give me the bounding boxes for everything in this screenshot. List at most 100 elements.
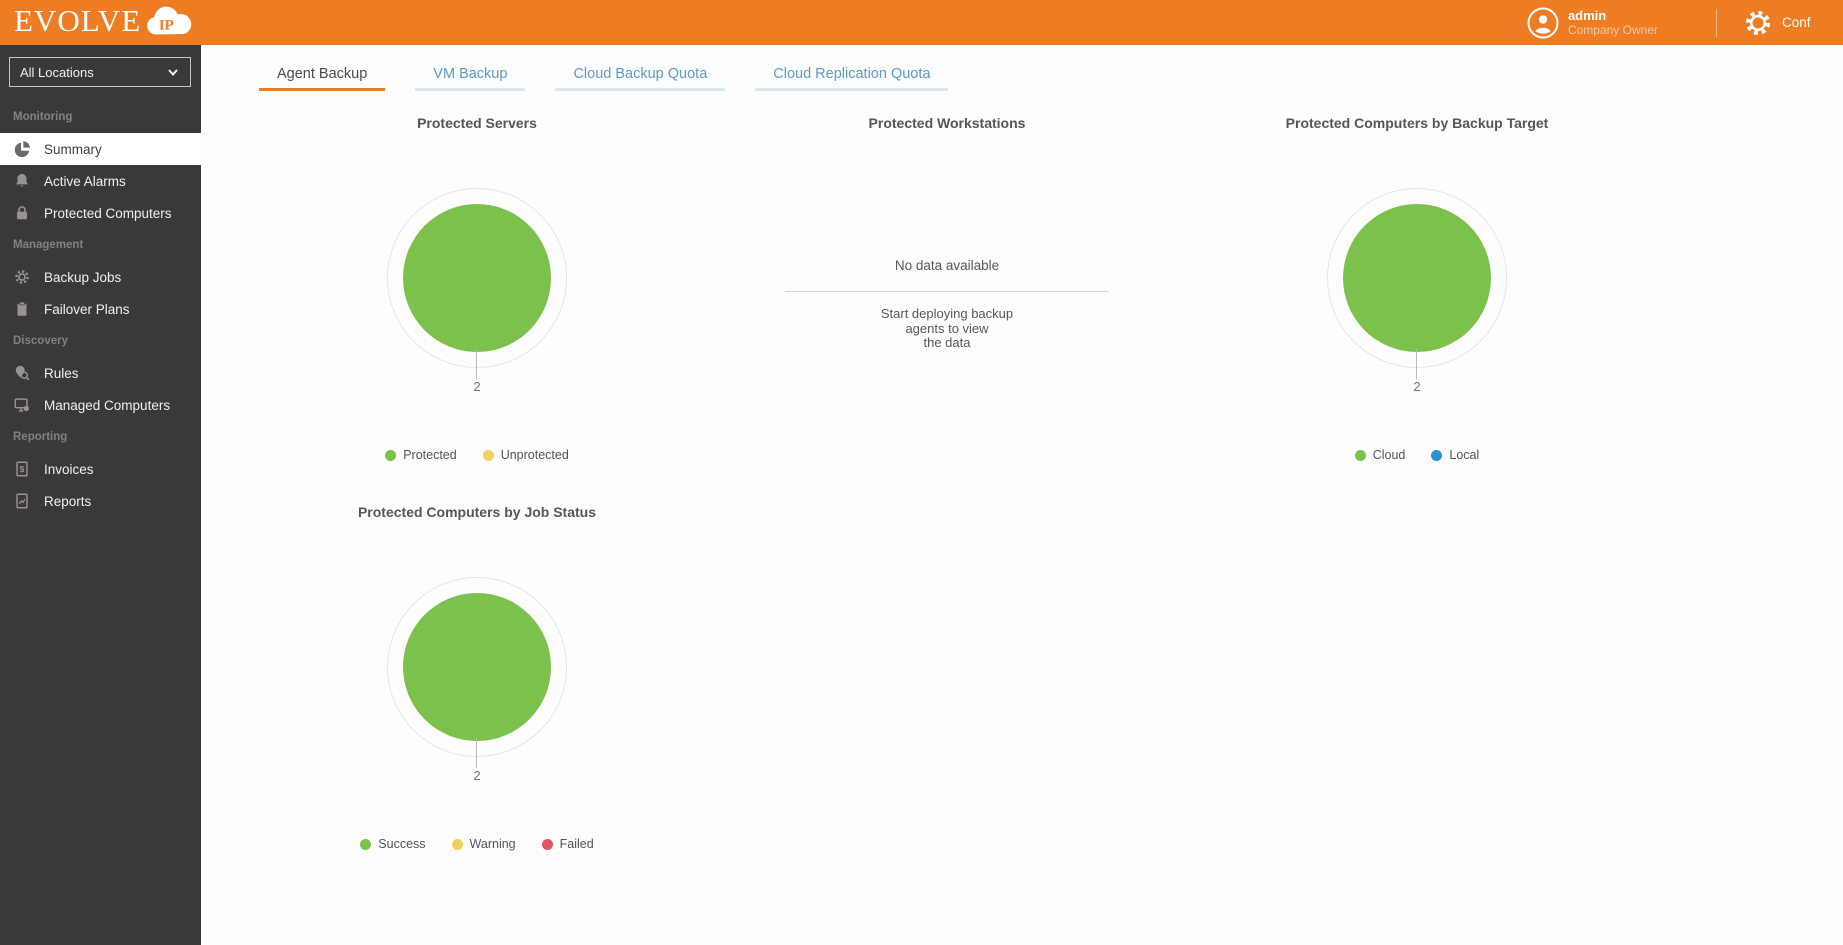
legend-item-warning[interactable]: Warning: [451, 837, 516, 851]
location-filter-value: All Locations: [20, 64, 94, 80]
configuration-label: Conf: [1782, 15, 1811, 30]
user-role: Company Owner: [1567, 23, 1658, 37]
gear-icon: [1743, 8, 1773, 38]
gear-icon: [13, 268, 31, 286]
sidebar-item-reports[interactable]: Reports: [0, 485, 201, 517]
svg-text:IP: IP: [159, 18, 174, 34]
sidebar-item-label: Failover Plans: [44, 301, 130, 317]
pie-slice-cloud[interactable]: [1343, 204, 1491, 352]
sidebar-section-reporting: Reporting: [13, 431, 68, 443]
sidebar-item-label: Managed Computers: [44, 397, 171, 413]
legend-item-cloud[interactable]: Cloud: [1354, 448, 1405, 462]
chart-title: Protected Computers by Backup Target: [1285, 115, 1549, 131]
legend-dot: [360, 838, 372, 850]
pie-value-label: 2: [473, 768, 481, 783]
sidebar-item-failover-plans[interactable]: Failover Plans: [0, 293, 201, 325]
sidebar-section-management: Management: [13, 239, 84, 251]
sidebar-item-label: Reports: [44, 493, 92, 509]
pie-ring: [1327, 188, 1507, 368]
configuration-button[interactable]: Conf: [1743, 8, 1843, 38]
tab-agent-backup[interactable]: Agent Backup: [259, 45, 386, 91]
chart-protected-servers: Protected Servers 2 Protected Unprotecte…: [277, 115, 677, 475]
pie-callout-line: [1416, 349, 1417, 379]
legend-label: Unprotected: [500, 448, 569, 462]
chart-protected-workstations: Protected Workstations No data available…: [747, 115, 1147, 475]
legend-label: Local: [1449, 448, 1480, 462]
brand-logo: EVOLVE IP: [14, 2, 193, 40]
legend-dot: [385, 449, 397, 461]
sidebar-item-label: Backup Jobs: [44, 269, 122, 285]
chevron-down-icon: [166, 65, 180, 79]
sidebar-item-invoices[interactable]: $ Invoices: [0, 453, 201, 485]
chart-protected-computers-by-backup-target: Protected Computers by Backup Target 2 C…: [1217, 115, 1617, 475]
sidebar-item-managed-computers[interactable]: Managed Computers: [0, 389, 201, 421]
computer-gear-icon: [13, 396, 31, 414]
clipboard-icon: [13, 300, 31, 318]
pie-chart-icon: [13, 140, 31, 158]
pie-ring: [387, 188, 567, 368]
header-right-cluster: admin Company Owner Conf: [1527, 0, 1843, 45]
main-content: Agent Backup VM Backup Cloud Backup Quot…: [201, 45, 1843, 945]
legend-label: Success: [378, 837, 426, 851]
brand-logo-text: EVOLVE: [14, 3, 142, 38]
legend-item-local[interactable]: Local: [1431, 448, 1479, 462]
tab-vm-backup[interactable]: VM Backup: [415, 45, 526, 91]
sidebar-section-discovery: Discovery: [13, 335, 68, 347]
chart-title: Protected Computers by Job Status: [357, 504, 597, 520]
empty-state-divider: [785, 291, 1109, 292]
legend-item-protected[interactable]: Protected: [385, 448, 457, 462]
invoice-icon: $: [13, 460, 31, 478]
bell-icon: [13, 172, 31, 190]
legend-dot: [451, 838, 463, 850]
sidebar-item-backup-jobs[interactable]: Backup Jobs: [0, 261, 201, 293]
user-name: admin: [1567, 8, 1607, 23]
sidebar-item-summary[interactable]: Summary: [0, 133, 208, 165]
legend-dot: [1354, 449, 1366, 461]
legend-label: Warning: [469, 837, 516, 851]
legend-item-success[interactable]: Success: [360, 837, 426, 851]
sidebar-item-label: Summary: [44, 141, 102, 157]
brand-cloud-ip-icon: IP: [143, 4, 193, 40]
tab-cloud-backup-quota[interactable]: Cloud Backup Quota: [555, 45, 726, 91]
pie-value-label: 2: [1413, 379, 1421, 394]
empty-state-hint: Start deploying backup agents to view th…: [747, 306, 1147, 351]
user-info: admin Company Owner: [1568, 8, 1658, 37]
chart-title: Protected Servers: [417, 115, 537, 131]
pie-slice-protected[interactable]: [403, 204, 551, 352]
legend-label: Protected: [403, 448, 457, 462]
pie-callout-line: [476, 349, 477, 379]
sidebar: All Locations Monitoring Summary: [0, 45, 208, 945]
sidebar-item-protected-computers[interactable]: Protected Computers: [0, 197, 201, 229]
pie-slice-success[interactable]: [403, 593, 551, 741]
sidebar-nav: Monitoring Summary Active Ala: [0, 101, 208, 517]
user-menu[interactable]: admin Company Owner: [1527, 7, 1658, 39]
sidebar-item-rules[interactable]: Rules: [0, 357, 201, 389]
legend-label: Failed: [559, 837, 594, 851]
sidebar-item-label: Invoices: [44, 461, 94, 477]
legend-item-failed[interactable]: Failed: [541, 837, 594, 851]
legend-dot: [541, 838, 553, 850]
chart-legend: Cloud Local: [1217, 448, 1617, 462]
pie-callout-line: [476, 738, 477, 768]
lock-icon: [13, 204, 31, 222]
pie-ring: [387, 577, 567, 757]
hint-line: the data: [923, 335, 971, 350]
pie-value-label: 2: [473, 379, 481, 394]
app-header: EVOLVE IP admin Compan: [0, 0, 1843, 45]
chart-title: Protected Workstations: [868, 115, 1026, 131]
location-filter-select[interactable]: All Locations: [9, 57, 191, 87]
sidebar-item-active-alarms[interactable]: Active Alarms: [0, 165, 201, 197]
search-pin-icon: [13, 364, 31, 382]
user-avatar-icon: [1527, 7, 1559, 39]
sidebar-item-label: Rules: [44, 365, 79, 381]
chart-legend: Protected Unprotected: [277, 448, 677, 462]
tab-cloud-replication-quota[interactable]: Cloud Replication Quota: [755, 45, 949, 91]
report-icon: [13, 492, 31, 510]
chart-legend: Success Warning Failed: [277, 837, 677, 851]
svg-text:$: $: [20, 464, 25, 474]
legend-dot: [1431, 449, 1443, 461]
legend-item-unprotected[interactable]: Unprotected: [482, 448, 569, 462]
sidebar-item-label: Active Alarms: [44, 173, 126, 189]
sidebar-item-label: Protected Computers: [44, 205, 172, 221]
